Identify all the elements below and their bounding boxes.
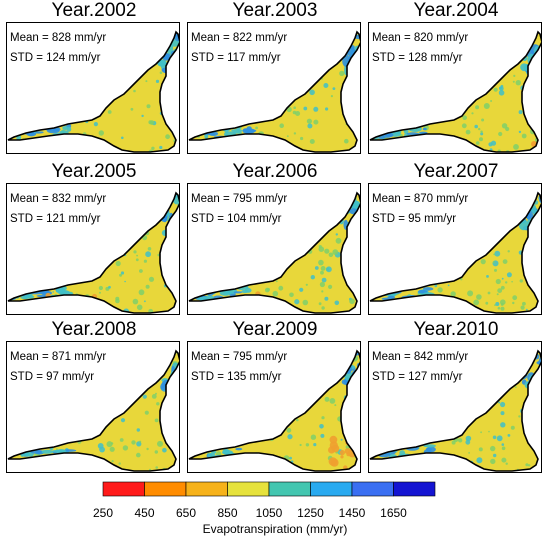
basin-outline [7, 349, 180, 472]
basin-outline [7, 191, 180, 314]
mean-value: Mean = 795 mm/yr [191, 193, 288, 205]
panel-title: Year.2008 [51, 319, 137, 340]
basin-outline [369, 349, 542, 472]
colorbar-legend: 250 450 650 850 1050 1250 1450 1650 Evapotransp… [0, 478, 550, 541]
evapotranspiration-map [187, 22, 361, 154]
map-panel-year-2006: Year.2006 Mean = 795 mm/yr STD = 104 mm/yr [187, 161, 363, 317]
std-value: STD = 135 mm/yr [191, 371, 282, 383]
evapotranspiration-map [6, 22, 180, 154]
map-panel-year-2007: Year.2007 Mean = 870 mm/yr STD = 95 mm/yr [368, 161, 544, 317]
mean-value: Mean = 871 mm/yr [10, 351, 107, 363]
basin-outline [369, 191, 542, 314]
colorbar-tick-label: 1050 [255, 506, 283, 520]
std-value: STD = 124 mm/yr [10, 52, 101, 64]
std-value: STD = 95 mm/yr [372, 213, 457, 225]
panel-title: Year.2006 [232, 161, 318, 182]
colorbar-bin [310, 481, 353, 497]
std-value: STD = 128 mm/yr [372, 52, 463, 64]
map-panel-year-2004: Year.2004 Mean = 820 mm/yr STD = 128 mm/yr [368, 0, 544, 156]
evapotranspiration-map [6, 183, 180, 315]
panel-title: Year.2004 [413, 0, 499, 21]
map-panel-year-2009: Year.2009 Mean = 795 mm/yr STD = 135 mm/yr [187, 319, 363, 475]
mean-value: Mean = 822 mm/yr [191, 32, 288, 44]
colorbar-bin [351, 481, 394, 497]
panel-title: Year.2005 [51, 161, 137, 182]
map-panel-year-2003: Year.2003 Mean = 822 mm/yr STD = 117 mm/yr [187, 0, 363, 156]
evapotranspiration-map [6, 341, 180, 473]
colorbar-tick-label: 250 [92, 506, 114, 520]
colorbar-tick-label: 850 [217, 506, 238, 520]
colorbar-bin [185, 481, 228, 497]
basin-outline [188, 349, 361, 472]
colorbar-bin [102, 481, 145, 497]
colorbar-bin [144, 481, 187, 497]
panel-title: Year.2007 [413, 161, 499, 182]
map-panel-year-2008: Year.2008 Mean = 871 mm/yr STD = 97 mm/yr [6, 319, 182, 475]
colorbar-bin [393, 481, 436, 497]
std-value: STD = 97 mm/yr [10, 371, 95, 383]
mean-value: Mean = 820 mm/yr [372, 32, 469, 44]
panel-title: Year.2009 [232, 319, 318, 340]
basin-outline [188, 30, 361, 153]
evapotranspiration-map [187, 183, 361, 315]
mean-value: Mean = 842 mm/yr [372, 351, 469, 363]
colorbar-bin [227, 481, 270, 497]
colorbar-tick-label: 1450 [338, 506, 366, 520]
evapotranspiration-map [368, 341, 542, 473]
mean-value: Mean = 870 mm/yr [372, 193, 469, 205]
basin-outline [369, 30, 542, 153]
std-value: STD = 104 mm/yr [191, 213, 282, 225]
std-value: STD = 121 mm/yr [10, 213, 101, 225]
mean-value: Mean = 795 mm/yr [191, 351, 288, 363]
mean-value: Mean = 828 mm/yr [10, 32, 107, 44]
map-panel-year-2010: Year.2010 Mean = 842 mm/yr STD = 127 mm/yr [368, 319, 544, 475]
evapotranspiration-map [368, 22, 542, 154]
colorbar [102, 481, 436, 497]
colorbar-tick-label: 650 [175, 506, 197, 520]
basin-outline [188, 191, 361, 314]
panel-title: Year.2003 [232, 0, 318, 21]
std-value: STD = 127 mm/yr [372, 371, 463, 383]
colorbar-tick-label: 1250 [297, 506, 324, 520]
panel-title: Year.2010 [413, 319, 499, 340]
basin-outline [7, 30, 180, 153]
evapotranspiration-map [187, 341, 361, 473]
std-value: STD = 117 mm/yr [191, 52, 281, 64]
map-panel-year-2002: Year.2002 Mean = 828 mm/yr STD = 124 mm/yr [6, 0, 182, 156]
map-panel-year-2005: Year.2005 Mean = 832 mm/yr STD = 121 mm/yr [6, 161, 182, 317]
mean-value: Mean = 832 mm/yr [10, 193, 107, 205]
colorbar-bin [268, 481, 311, 497]
legend-title: Evapotranspiration (mm/yr) [202, 522, 348, 536]
evapotranspiration-map [368, 183, 542, 315]
colorbar-tick-label: 1650 [380, 506, 407, 520]
colorbar-tick-label: 450 [134, 506, 155, 520]
panel-title: Year.2002 [51, 0, 137, 21]
